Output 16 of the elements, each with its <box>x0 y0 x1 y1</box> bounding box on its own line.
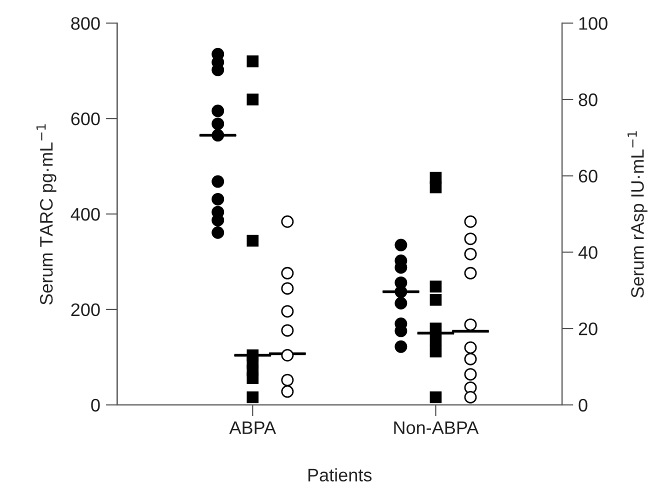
y-axis-title: Serum TARC pg·mL$^{−1}$ <box>36 124 56 305</box>
y2-tick-label: 0 <box>578 398 588 412</box>
y-tick-label: 600 <box>71 112 100 126</box>
y2-tick-label: 40 <box>578 246 598 259</box>
y2-axis-title: Serum rAsp IU·mL$^{−1}$ <box>628 131 648 298</box>
y-tick-label: 400 <box>70 208 100 221</box>
y2-tick-label: 100 <box>579 17 608 30</box>
y2-tick-label: 20 <box>578 322 598 336</box>
x-tick-label: Non-ABPA <box>394 422 479 434</box>
y-tick-label: 800 <box>71 17 100 30</box>
y2-tick-label: 60 <box>578 170 598 183</box>
y-tick-label: 200 <box>71 303 100 316</box>
y-tick-label: 0 <box>91 398 100 412</box>
y2-tick-label: 80 <box>578 93 598 106</box>
x-axis-title: Patients <box>308 468 372 482</box>
x-tick-label: ABPA <box>229 422 276 434</box>
